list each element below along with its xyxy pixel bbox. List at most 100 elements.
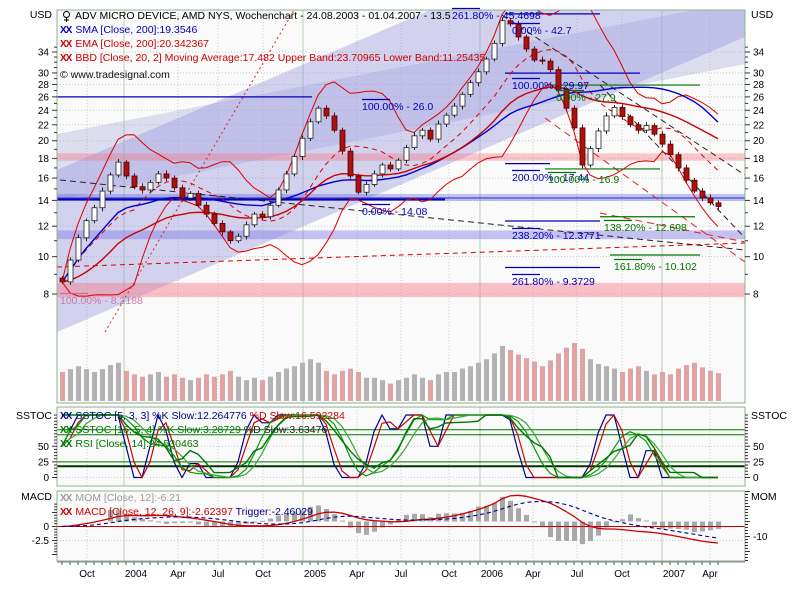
volume-bar — [148, 374, 153, 401]
svg-text:20: 20 — [38, 136, 50, 147]
axis-unit-label: USD — [751, 9, 774, 21]
trendline — [104, 10, 295, 333]
legend-text: %D Slow:3.63476 — [243, 424, 328, 436]
legend-text: SSTOC [5, 3, 3] %K Slow:12.264776 — [75, 410, 250, 422]
series-marker-icon: XX — [60, 53, 72, 64]
legend-row: XX RSI [Close, 14]:24.530463 — [60, 438, 345, 452]
legend-text: SMA [Close, 200]:19.3546 — [75, 24, 198, 36]
volume-bar — [500, 345, 505, 401]
candle — [611, 107, 618, 117]
svg-text:-2.5: -2.5 — [32, 536, 50, 547]
candle — [275, 189, 282, 206]
svg-text:Apr: Apr — [349, 569, 365, 580]
volume-bar — [620, 372, 625, 401]
volume-bar — [260, 380, 265, 401]
svg-text:Apr: Apr — [525, 569, 541, 580]
candle — [563, 88, 570, 109]
volume-bar — [396, 380, 401, 401]
svg-text:25: 25 — [38, 457, 50, 468]
trendline — [501, 14, 745, 176]
volume-bar — [332, 374, 337, 401]
candle — [659, 133, 666, 145]
volume-bar — [212, 376, 217, 401]
svg-text:2006: 2006 — [481, 569, 504, 580]
volume-bar — [516, 354, 521, 401]
svg-text:Jul: Jul — [395, 569, 408, 580]
volume-bar — [316, 362, 321, 401]
legend-text: MOM [Close, 12]:-6.21 — [75, 492, 181, 504]
pin-icon[interactable] — [62, 10, 71, 23]
svg-text:Apr: Apr — [702, 569, 718, 580]
volume-bar — [676, 368, 681, 401]
volume-bar — [700, 367, 705, 401]
main-legend: XX SMA [Close, 200]:19.3546 XX EMA [Close, … — [60, 24, 485, 66]
candle — [587, 148, 594, 166]
volume-bar — [300, 362, 305, 401]
svg-text:Oct: Oct — [255, 569, 271, 580]
svg-text:Apr: Apr — [170, 569, 186, 580]
candlesticks — [59, 17, 722, 285]
candle — [547, 60, 554, 71]
volume-bar — [572, 343, 577, 401]
volume-bar — [76, 366, 81, 401]
axis-unit-label: USD — [29, 9, 52, 21]
volume-bar — [92, 372, 97, 401]
volume-bar — [356, 372, 361, 401]
trendline — [59, 179, 745, 251]
candle — [707, 197, 714, 204]
volume-bar — [164, 376, 169, 401]
candle — [99, 190, 106, 209]
volume-bar — [636, 366, 641, 401]
fib-label: 261.80% - 9.3729 — [512, 276, 595, 288]
candle — [699, 190, 706, 199]
volume-bar — [524, 358, 529, 401]
svg-text:10: 10 — [753, 252, 765, 263]
axis-unit-label: MACD — [21, 491, 52, 503]
volume-bar — [444, 372, 449, 401]
volume-bar — [196, 377, 201, 401]
volume-bar — [60, 372, 65, 401]
volume-bar — [172, 374, 177, 401]
volume-bar — [540, 366, 545, 401]
svg-text:2007: 2007 — [663, 569, 686, 580]
volume-bar — [204, 374, 209, 401]
candle — [627, 116, 634, 126]
volume-bar — [684, 365, 689, 401]
candle — [227, 231, 234, 242]
legend-row: XX EMA [Close, 200]:20.342367 — [60, 38, 485, 52]
volume-bar — [452, 372, 457, 401]
candle — [67, 259, 74, 283]
trendline — [57, 242, 745, 268]
candle — [203, 204, 210, 215]
fib-label: 161.80% - 10.102 — [614, 261, 697, 273]
volume-bar — [588, 359, 593, 401]
volume-bar — [508, 349, 513, 401]
svg-text:10: 10 — [38, 252, 50, 263]
volume-bar — [68, 369, 73, 401]
volume-bar — [100, 369, 105, 401]
volume-bar — [492, 353, 497, 401]
svg-text:50: 50 — [753, 442, 765, 453]
svg-text:20: 20 — [753, 136, 765, 147]
fib-label: 138.20% - 12.698 — [604, 222, 687, 234]
candle — [491, 42, 498, 60]
candle — [179, 187, 186, 199]
candle — [115, 161, 122, 176]
candle — [555, 69, 562, 90]
volume-bars — [60, 343, 721, 401]
svg-text:0: 0 — [43, 473, 49, 484]
chart-title-bar: ADV MICRO DEVICE, AMD NYS, Wochenchart -… — [62, 10, 451, 23]
svg-text:Jul: Jul — [571, 569, 584, 580]
candle — [83, 220, 90, 239]
legend-text: MACD [Close, 12, 26, 9]:-2.62397 — [75, 506, 236, 518]
svg-text:8: 8 — [753, 289, 759, 300]
series-marker-icon: XX — [60, 493, 72, 504]
volume-bar — [180, 377, 185, 401]
volume-bar — [716, 373, 721, 401]
candle — [291, 156, 298, 175]
svg-text:24: 24 — [38, 106, 50, 117]
candle — [323, 107, 330, 117]
chart-title: ADV MICRO DEVICE, AMD NYS, Wochenchart -… — [75, 10, 451, 22]
candle — [443, 114, 450, 125]
